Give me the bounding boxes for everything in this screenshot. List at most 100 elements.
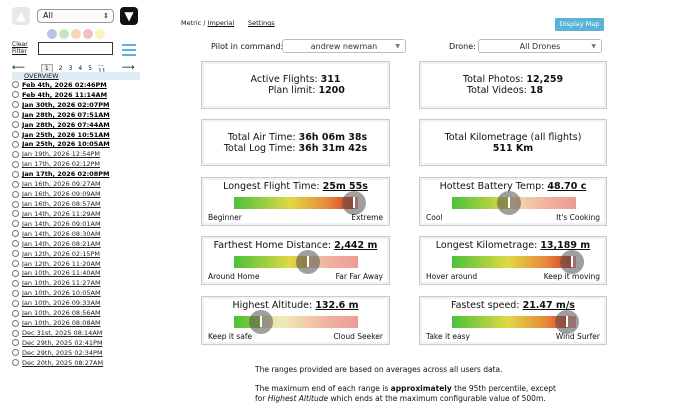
color-filter-dot[interactable] [71, 29, 81, 39]
flight-link[interactable]: Feb 4th, 2026 02:46PM [22, 80, 107, 89]
flight-checkbox[interactable] [12, 170, 19, 178]
flight-link[interactable]: Jan 30th, 2026 02:07PM [22, 100, 110, 109]
gauge-value[interactable]: 2,442 m [334, 240, 378, 251]
flight-link[interactable]: Dec 20th, 2025 08:27AM [22, 358, 104, 367]
metric-label[interactable]: Metric [181, 19, 202, 27]
flight-checkbox[interactable] [12, 131, 19, 139]
search-input[interactable] [38, 42, 113, 55]
flight-checkbox[interactable] [12, 140, 19, 148]
flight-checkbox[interactable] [12, 150, 19, 158]
flight-link[interactable]: Jan 17th, 2026 02:12PM [22, 160, 101, 169]
flight-checkbox[interactable] [12, 160, 19, 168]
color-filter-dot[interactable] [83, 29, 93, 39]
flight-link[interactable]: Jan 10th, 2026 11:27AM [22, 279, 101, 288]
flight-checkbox[interactable] [12, 111, 19, 119]
color-filter-dot[interactable] [95, 29, 105, 39]
flight-link[interactable]: Jan 25th, 2026 10:51AM [22, 130, 110, 139]
imperial-link[interactable]: Imperial [207, 19, 235, 27]
flight-checkbox[interactable] [12, 319, 19, 327]
flight-link[interactable]: Jan 14th, 2026 08:21AM [22, 239, 101, 248]
gauge-value[interactable]: 13,189 m [540, 240, 591, 251]
flight-link[interactable]: Dec 29th, 2025 02:41PM [22, 338, 103, 347]
flight-link[interactable]: Jan 10th, 2026 08:56AM [22, 309, 101, 318]
flight-checkbox[interactable] [12, 260, 19, 268]
flight-checkbox[interactable] [12, 81, 19, 89]
menu-icon[interactable] [122, 44, 136, 59]
flight-link[interactable]: Feb 4th, 2026 11:14AM [22, 90, 108, 99]
flight-link[interactable]: Dec 31st, 2025 08:14AM [22, 329, 103, 337]
gauge-value[interactable]: 132.6 m [315, 300, 359, 311]
gauge-low-label: Hover around [426, 272, 478, 281]
flight-list-item: Jan 16th, 2026 08:57AM [12, 199, 142, 209]
page-5[interactable]: 5 [88, 64, 93, 72]
flight-checkbox[interactable] [12, 91, 19, 99]
pilot-select[interactable]: andrew newman ▼ [282, 39, 406, 53]
plan-limit-value: 1200 [318, 85, 345, 96]
color-filter-dot[interactable] [59, 29, 69, 39]
prev-page-arrow[interactable]: ⟵ [12, 63, 25, 73]
upload-icon[interactable]: ▲ [12, 7, 30, 25]
air-time-value: 36h 06m 38s [298, 131, 368, 143]
flight-list-item: Jan 25th, 2026 10:05AM [12, 140, 142, 150]
gauge-value[interactable]: 21.47 m/s [522, 300, 575, 311]
flight-link[interactable]: Jan 10th, 2026 10:05AM [22, 289, 101, 298]
flight-filter-select[interactable]: All ⇕ [37, 9, 114, 23]
flight-checkbox[interactable] [12, 210, 19, 218]
flight-link[interactable]: Jan 19th, 2026 12:54PM [22, 150, 101, 159]
display-map-button[interactable]: Display Map [555, 18, 604, 31]
flight-link[interactable]: Jan 14th, 2026 08:30AM [22, 229, 101, 238]
page-3[interactable]: 3 [68, 64, 73, 72]
page-4[interactable]: 4 [78, 64, 83, 72]
flight-link[interactable]: Jan 10th, 2026 08:08AM [22, 319, 101, 328]
gauge-low-label: Around Home [208, 272, 260, 281]
select-arrows-icon: ⇕ [103, 12, 109, 20]
color-filter-dot[interactable] [47, 29, 57, 39]
flight-link[interactable]: Jan 16th, 2026 09:09AM [22, 190, 101, 199]
flight-checkbox[interactable] [12, 349, 19, 357]
next-page-arrow[interactable]: ⟶ [121, 63, 135, 73]
flight-checkbox[interactable] [12, 289, 19, 297]
flight-checkbox[interactable] [12, 121, 19, 129]
flight-checkbox[interactable] [12, 269, 19, 277]
flight-link[interactable]: Jan 16th, 2026 08:57AM [22, 200, 101, 209]
flight-checkbox[interactable] [12, 329, 19, 337]
clear-filter-link[interactable]: Clear Filter [12, 41, 28, 55]
flight-checkbox[interactable] [12, 180, 19, 188]
gauge-value[interactable]: 48.70 c [547, 181, 587, 192]
flight-link[interactable]: Jan 28th, 2026 07:51AM [22, 110, 110, 119]
flight-checkbox[interactable] [12, 339, 19, 347]
flight-checkbox[interactable] [12, 240, 19, 248]
flight-link[interactable]: Jan 16th, 2026 09:27AM [22, 180, 101, 189]
flight-checkbox[interactable] [12, 101, 19, 109]
flight-link[interactable]: Jan 14th, 2026 11:29AM [22, 209, 101, 218]
metric-link[interactable]: Metric / Imperial [181, 19, 234, 27]
page-2[interactable]: 2 [58, 64, 63, 72]
page-11[interactable]: ... 11 [98, 61, 106, 75]
flight-checkbox[interactable] [12, 190, 19, 198]
overview-link[interactable]: OVERVIEW [12, 72, 140, 80]
gauge-value[interactable]: 25m 55s [322, 181, 368, 192]
flight-checkbox[interactable] [12, 200, 19, 208]
flight-checkbox[interactable] [12, 230, 19, 238]
footer-note-2: The maximum end of each range is approxi… [255, 384, 585, 404]
settings-link[interactable]: Settings [248, 19, 275, 27]
flight-link[interactable]: Jan 14th, 2026 09:01AM [22, 219, 101, 228]
flight-checkbox[interactable] [12, 299, 19, 307]
drone-select[interactable]: All Drones ▼ [478, 39, 602, 53]
gauge-knob [342, 191, 367, 215]
flight-link[interactable]: Jan 12th, 2026 02:15PM [22, 249, 101, 258]
gauge-title: Fastest speed: 21.47 m/s [420, 300, 606, 311]
flight-link[interactable]: Jan 17th, 2026 02:08PM [22, 170, 110, 179]
flight-link[interactable]: Jan 28th, 2026 07:44AM [22, 120, 110, 129]
flight-link[interactable]: Dec 29th, 2025 02:34PM [22, 348, 103, 357]
flight-link[interactable]: Jan 10th, 2026 11:40AM [22, 269, 101, 278]
flight-checkbox[interactable] [12, 359, 19, 367]
download-icon[interactable]: ▼ [120, 7, 138, 25]
flight-link[interactable]: Jan 25th, 2026 10:05AM [22, 140, 110, 149]
flight-checkbox[interactable] [12, 220, 19, 228]
flight-checkbox[interactable] [12, 309, 19, 317]
flight-checkbox[interactable] [12, 250, 19, 258]
flight-link[interactable]: Jan 12th, 2026 11:20AM [22, 259, 101, 268]
flight-link[interactable]: Jan 10th, 2026 09:33AM [22, 299, 101, 308]
flight-checkbox[interactable] [12, 279, 19, 287]
